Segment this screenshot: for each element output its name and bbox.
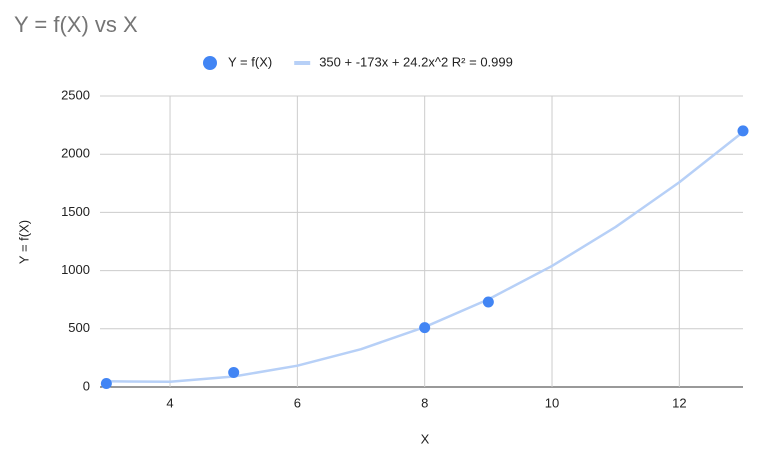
x-tick-label: 6 [294,395,301,410]
y-tick-label: 1000 [61,262,90,277]
y-axis-label: Y = f(X) [16,220,31,264]
y-tick-label: 1500 [61,204,90,219]
data-point [228,366,240,378]
x-tick-label: 10 [545,395,559,410]
data-point [100,378,112,390]
legend-swatch [203,56,217,70]
x-tick-label: 12 [672,395,686,410]
chart-title: Y = f(X) vs X [14,12,138,37]
legend-label: Y = f(X) [228,54,272,69]
data-point [419,322,431,334]
y-tick-label: 0 [83,378,90,393]
x-tick-label: 4 [166,395,173,410]
y-tick-label: 2500 [61,87,90,102]
y-tick-label: 500 [68,320,90,335]
x-axis-label: X [421,431,430,446]
data-point [482,296,494,308]
data-point [737,125,749,137]
legend-label: 350 + -173x + 24.2x^2 R² = 0.999 [319,54,513,69]
y-tick-label: 2000 [61,146,90,161]
x-tick-label: 8 [421,395,428,410]
